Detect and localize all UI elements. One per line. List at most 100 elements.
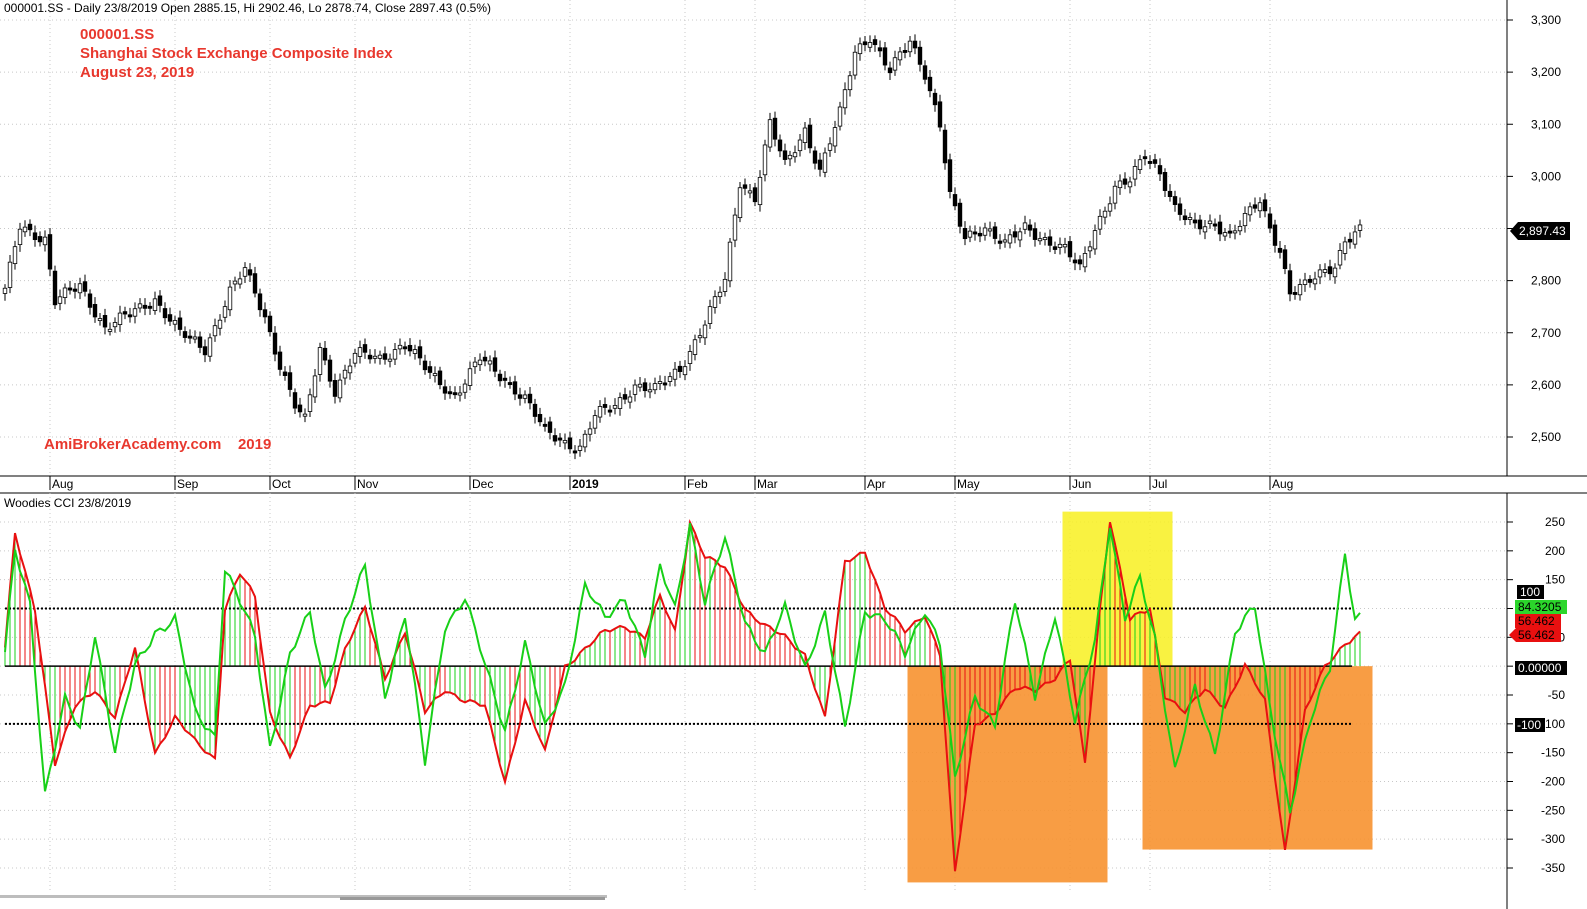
candle — [1237, 220, 1243, 236]
candle — [362, 338, 368, 359]
candle — [807, 118, 813, 154]
candle — [392, 343, 398, 366]
time-tick-label: Aug — [1272, 477, 1293, 491]
candle — [457, 386, 463, 402]
candle — [567, 431, 573, 454]
candle — [1212, 218, 1218, 231]
candle — [157, 290, 163, 313]
candle — [377, 350, 383, 365]
candle — [482, 350, 488, 367]
cci-tick-label: 150 — [1545, 573, 1565, 587]
candle — [1297, 278, 1303, 301]
candle — [317, 342, 323, 382]
horizontal-scrollbar[interactable] — [0, 895, 607, 900]
candle — [57, 289, 63, 311]
candle — [672, 361, 678, 387]
candle — [1167, 184, 1173, 202]
candle — [832, 120, 838, 154]
candle — [222, 300, 228, 323]
cci-tick-label: -300 — [1541, 832, 1565, 846]
candle — [527, 386, 533, 410]
candle — [1142, 149, 1148, 166]
candle — [802, 121, 808, 150]
candle — [1357, 219, 1363, 238]
candle — [892, 50, 898, 76]
highlight-boxes — [907, 511, 1373, 883]
price-tick-label: 3,100 — [1531, 117, 1561, 131]
date-annotation: August 23, 2019 — [80, 64, 194, 81]
candle — [72, 283, 78, 299]
candle — [1052, 241, 1058, 254]
candle — [937, 94, 943, 132]
candle — [1272, 219, 1278, 253]
candle — [347, 358, 353, 380]
candle — [37, 231, 43, 247]
candle — [1067, 235, 1073, 262]
candle — [287, 365, 293, 397]
candle — [747, 183, 753, 199]
level-100-label: 100 — [1520, 585, 1540, 599]
candle — [1247, 202, 1253, 222]
candle — [502, 371, 508, 388]
candle — [1137, 154, 1143, 174]
candle — [1007, 229, 1013, 249]
candle — [632, 379, 638, 402]
candle — [1267, 207, 1273, 234]
candle — [1302, 272, 1308, 292]
price-tick-label: 3,300 — [1531, 13, 1561, 27]
candle — [1352, 225, 1358, 249]
candle — [642, 378, 648, 398]
candle — [1037, 231, 1043, 245]
candle — [452, 386, 458, 399]
candle — [87, 289, 93, 315]
price-tick-label: 3,200 — [1531, 65, 1561, 79]
candle — [652, 377, 658, 395]
candle — [47, 228, 53, 277]
candle — [722, 272, 728, 297]
candle — [32, 225, 38, 247]
cci-tick-label: 200 — [1545, 544, 1565, 558]
candle — [627, 390, 633, 409]
candle — [1022, 215, 1028, 235]
candle — [1162, 168, 1168, 198]
candle — [232, 276, 238, 292]
candle — [1042, 232, 1048, 246]
candle — [462, 379, 468, 399]
candle — [247, 263, 253, 283]
candle — [187, 329, 193, 344]
time-tick-label: 2019 — [572, 477, 599, 491]
watermark-annotation: AmiBrokerAcademy.com 2019 — [44, 436, 271, 453]
candle — [472, 356, 478, 374]
slow-value-label: 56.462 — [1518, 614, 1555, 628]
candle — [217, 314, 223, 336]
candle — [1062, 237, 1068, 254]
candle — [1072, 252, 1078, 271]
candle — [682, 360, 688, 380]
candle — [817, 152, 823, 177]
candle — [592, 409, 598, 435]
candle — [132, 302, 138, 324]
candle — [497, 369, 503, 387]
candle — [312, 368, 318, 403]
candle — [172, 315, 178, 332]
candle — [662, 375, 668, 391]
candle — [1182, 208, 1188, 226]
candle — [842, 82, 848, 115]
candle — [207, 333, 213, 362]
cci-y-ticks: 250200150100500-50-100-150-200-250-300-3… — [1507, 515, 1565, 875]
candle — [7, 254, 13, 294]
candle — [947, 153, 953, 199]
candle — [387, 353, 393, 368]
candle — [1207, 214, 1213, 229]
candle — [1287, 263, 1293, 302]
candle — [767, 112, 773, 152]
time-tick-label: Mar — [757, 477, 778, 491]
level-minus100-badge — [1515, 718, 1545, 732]
candle — [432, 366, 438, 383]
candle — [742, 178, 748, 196]
price-grid — [0, 19, 1507, 438]
candle — [487, 355, 493, 372]
cci-tick-label: -150 — [1541, 746, 1565, 760]
candle — [522, 390, 528, 404]
candle — [1057, 237, 1063, 255]
